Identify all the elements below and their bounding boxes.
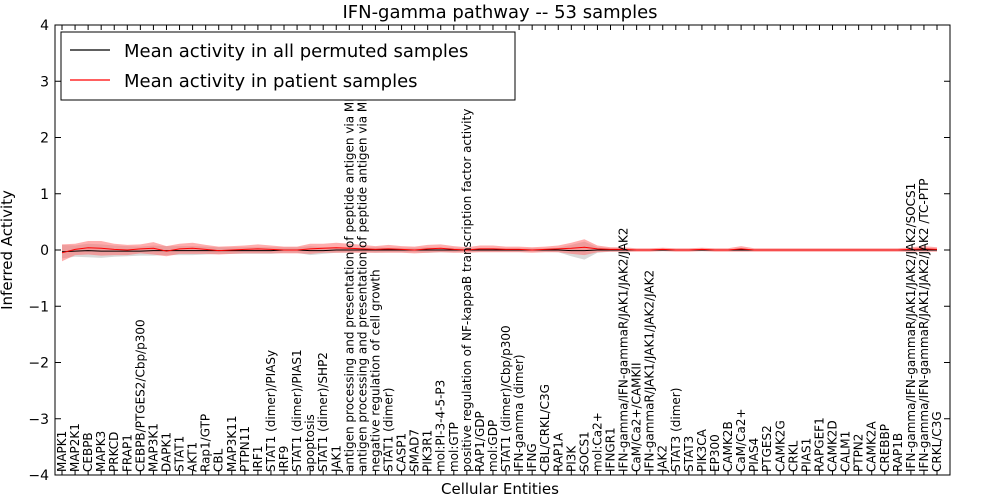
x-tick-label: IRF9 (277, 446, 291, 472)
x-tick-label: RAP1/GDP (473, 411, 487, 472)
y-tick-label: −4 (28, 468, 49, 484)
x-tick-label: STAT1 (dimer)/SHP2 (316, 352, 330, 472)
y-tick-label: −3 (28, 412, 49, 428)
x-tick-label: mol:GTP (447, 422, 461, 472)
x-tick-label: apoptosis (303, 414, 317, 472)
x-tick-label: MAP2K1 (68, 423, 82, 472)
x-tick-label: FRAP1 (120, 434, 134, 472)
x-tick-label: CaM/Ca2+ (734, 408, 748, 472)
legend-label-permuted: Mean activity in all permuted samples (124, 41, 468, 62)
y-tick-label: −1 (28, 299, 49, 315)
y-tick-label: 0 (40, 243, 49, 259)
y-tick-label: 1 (40, 187, 49, 203)
x-tick-label: CBL (212, 448, 226, 472)
x-tick-label: IFN-gamma/IFN-gammaR/JAK1/JAK2/JAK2 /TC-… (917, 178, 931, 472)
x-tick-label: STAT1 (dimer)/PIASy (264, 350, 278, 472)
x-tick-label: CASP1 (395, 433, 409, 472)
x-tick-label: PI3K (564, 445, 578, 472)
x-tick-label: positive regulation of NF-kappaB transcr… (460, 109, 474, 472)
x-tick-labels: MAPK1 MAP2K1 CEBPB MAPK3 PRKCD FRAP1 CEBPB/PTG… (55, 40, 944, 473)
x-tick-label: MAPK1 (55, 431, 69, 472)
x-tick-label: RAP1B (891, 433, 905, 472)
y-tick-label: −2 (28, 356, 49, 372)
x-tick-label: STAT1 (dimer)/PIAS1 (290, 349, 304, 472)
x-tick-label: PTGES2 (760, 425, 774, 472)
x-tick-label: PIK3R1 (421, 430, 435, 472)
x-tick-label: RAP1A (551, 432, 565, 472)
x-tick-label: antigen processing and presentation of p… (355, 40, 369, 472)
x-tick-label: AKT1 (186, 442, 200, 472)
x-tick-label: IFN-gamma/IFN-gammaR/JAK1/JAK2/JAK2/SOCS… (904, 183, 918, 472)
x-axis-label: Cellular Entities (441, 480, 559, 498)
x-tick-label: antigen processing and presentation of p… (342, 43, 356, 472)
series-lines (61, 246, 938, 254)
x-tick-label: PRKCD (107, 432, 121, 472)
x-tick-label: JAK2 (656, 445, 670, 473)
x-tick-label: mol:PI-3-4-5-P3 (434, 380, 448, 472)
x-tick-label: CEBPB (81, 432, 95, 472)
x-tick-label: IFN-gammaR/JAK1/JAK1/JAK2/JAK2 (643, 270, 657, 472)
x-tick-label: PTPN11 (238, 426, 252, 472)
x-tick-label: CAMK2A (865, 421, 879, 472)
x-tick-label: CRKL (786, 440, 800, 472)
x-tick-label: CAMK2G (773, 420, 787, 472)
x-tick-label: IFNG (525, 443, 539, 472)
x-tick-label: PIAS1 (799, 438, 813, 472)
x-tick-label: SMAD7 (408, 429, 422, 472)
x-tick-label: CEBPB/PTGES2/Cbp/p300 (133, 319, 147, 472)
x-tick-label: PIAS4 (747, 438, 761, 472)
x-tick-label: STAT3 (682, 436, 696, 472)
x-tick-label: CALM1 (839, 431, 853, 472)
y-axis-label: Inferred Activity (0, 190, 16, 310)
x-tick-label: CAMK2D (826, 420, 840, 472)
x-tick-label: CREBBP (878, 424, 892, 472)
x-tick-label: MAP3K1 (146, 423, 160, 472)
axis-ticks: −4 −3 −2 −1 0 1 2 3 4 (28, 18, 950, 484)
plot-frame (54, 24, 951, 476)
x-tick-label: IFN-gamma/IFN-gammaR/JAK1/JAK2/JAK2 (617, 227, 631, 472)
y-tick-label: 4 (40, 18, 49, 34)
x-tick-label: IFNGR1 (604, 427, 618, 472)
x-tick-label: CaM/Ca2+/CAMKII (630, 363, 644, 472)
x-tick-label: CRKL/C3G (930, 411, 944, 472)
chart-title: IFN-gamma pathway -- 53 samples (342, 2, 657, 23)
x-tick-label: IRF1 (251, 446, 265, 472)
x-tick-label: MAP3K11 (225, 415, 239, 472)
y-tick-label: 2 (40, 131, 49, 147)
y-tick-label: 3 (40, 74, 49, 90)
legend: Mean activity in all permuted samples Me… (60, 31, 516, 101)
x-tick-label: STAT1 (dimer)/Cbp/p300 (499, 325, 513, 472)
x-tick-label: negative regulation of cell growth (368, 269, 382, 472)
x-tick-label: STAT3 (dimer) (669, 388, 683, 472)
x-tick-label: DAPK1 (160, 432, 174, 472)
series-line-patient (61, 246, 938, 254)
x-tick-label: IFN-gamma (dimer) (512, 354, 526, 472)
x-tick-label: PIK3CA (695, 428, 709, 472)
x-tick-label: CAMK2B (721, 421, 735, 472)
x-tick-label: CBL/CRKL/C3G (538, 384, 552, 472)
x-tick-label: MAPK3 (94, 431, 108, 472)
x-tick-label: JAK1 (329, 445, 343, 473)
x-tick-label: SOCS1 (577, 431, 591, 472)
x-tick-label: mol:GDP (486, 420, 500, 472)
legend-label-patient: Mean activity in patient samples (124, 71, 418, 92)
x-tick-label: RAPGEF1 (813, 417, 827, 472)
x-tick-label: PTPN2 (852, 434, 866, 472)
legend-box (60, 31, 516, 101)
x-tick-label: STAT1 (173, 436, 187, 472)
x-tick-label: Rap1/GTP (199, 414, 213, 472)
x-tick-label: mol:Ca2+ (590, 412, 604, 472)
x-tick-label: STAT1 (dimer) (382, 388, 396, 472)
x-tick-label: EP300 (708, 434, 722, 472)
